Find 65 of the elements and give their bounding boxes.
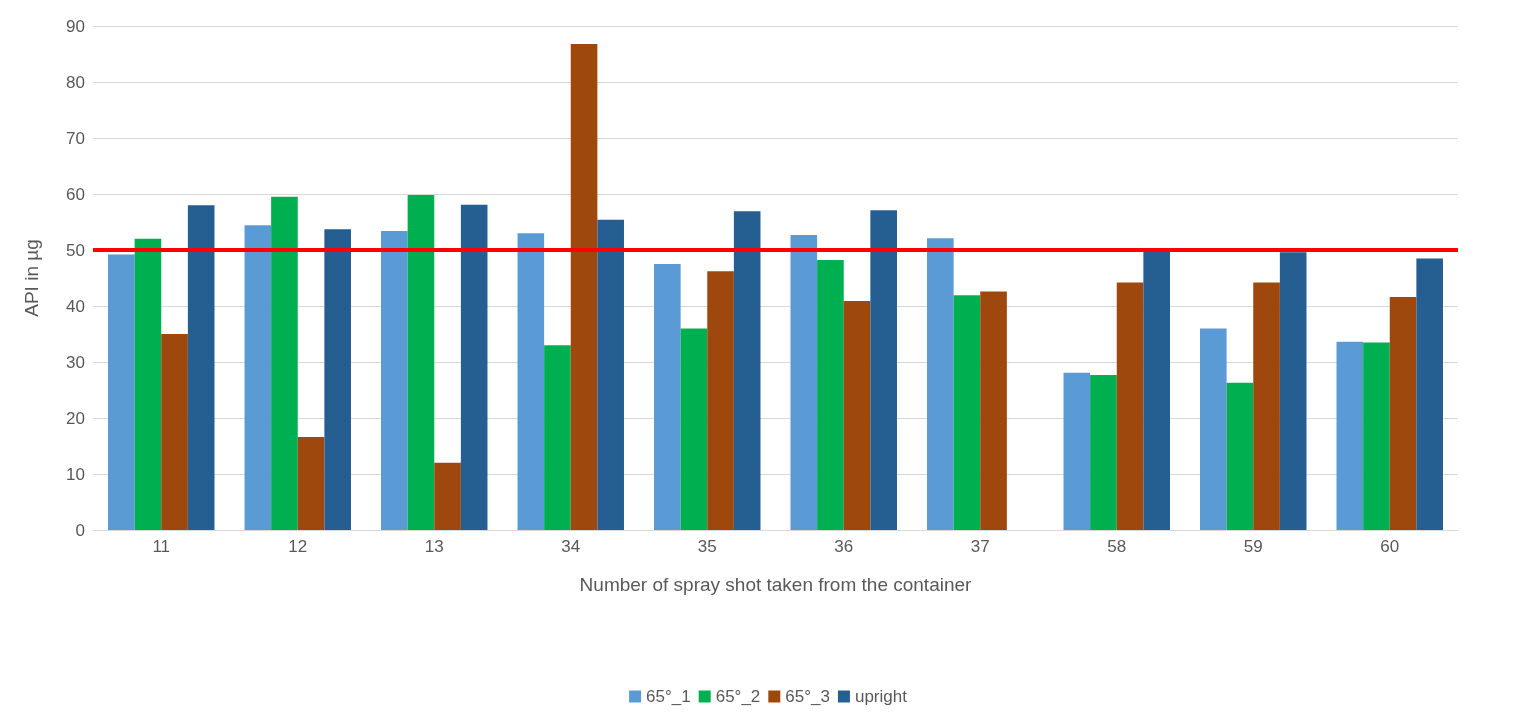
bar (108, 254, 135, 530)
legend-label: 65°_3 (785, 687, 830, 706)
bar (870, 210, 897, 530)
bar (597, 219, 624, 530)
y-tick-label: 30 (66, 352, 85, 372)
x-tick-label: 12 (288, 537, 308, 556)
bar (244, 225, 272, 530)
bar (187, 205, 215, 530)
legend-label: 65°_1 (646, 687, 691, 706)
x-tick-label: 60 (1380, 537, 1400, 556)
legend-label: upright (854, 687, 908, 706)
bar (434, 462, 461, 530)
bar (517, 233, 545, 530)
y-tick-label: 70 (66, 128, 85, 148)
bar (1143, 250, 1170, 530)
y-tick-label: 90 (66, 16, 85, 36)
bar (980, 291, 1007, 530)
bar (544, 345, 571, 530)
bar (817, 260, 844, 530)
bar (1416, 258, 1443, 530)
bar (1363, 342, 1390, 530)
bar (570, 43, 598, 530)
x-tick-label: 35 (697, 537, 717, 556)
y-tick-label: 0 (75, 520, 85, 540)
bar (733, 211, 761, 530)
bar (407, 195, 435, 530)
bar (134, 238, 162, 530)
x-tick-label: 58 (1107, 537, 1127, 556)
y-tick-label: 80 (66, 72, 85, 92)
bar (1279, 252, 1307, 530)
x-tick-label: 37 (970, 537, 990, 556)
bar (843, 300, 871, 530)
bar (654, 264, 681, 530)
bar (161, 334, 188, 530)
x-tick-label: 13 (424, 537, 444, 556)
bar (297, 437, 325, 530)
bar (324, 229, 351, 530)
bar (1253, 282, 1280, 530)
y-tick-label: 20 (66, 408, 85, 428)
bar (790, 234, 818, 530)
bar (707, 271, 734, 530)
bar (1063, 372, 1091, 530)
bar (953, 295, 981, 530)
x-tick-label: 11 (152, 537, 171, 556)
x-axis-title: Number of spray shot taken from the container (579, 574, 973, 595)
bar (381, 230, 408, 530)
y-tick-label: 40 (66, 296, 85, 316)
y-tick-label: 10 (66, 464, 85, 484)
bar (460, 204, 488, 530)
bar (927, 238, 954, 530)
bar (271, 196, 298, 530)
y-tick-label: 60 (66, 184, 85, 204)
bar (1389, 297, 1417, 530)
x-tick-label: 34 (561, 537, 581, 556)
legend-label: 65°_2 (715, 687, 761, 706)
x-tick-label: 59 (1243, 537, 1263, 556)
bar (1200, 328, 1227, 530)
bar (1116, 282, 1144, 530)
bar (1226, 382, 1254, 530)
y-tick-label: 50 (66, 240, 85, 260)
bar (1090, 374, 1117, 530)
y-axis-title: API in µg (21, 239, 42, 317)
bar (1336, 341, 1364, 530)
x-tick-label: 36 (834, 537, 854, 556)
bar (680, 328, 708, 530)
